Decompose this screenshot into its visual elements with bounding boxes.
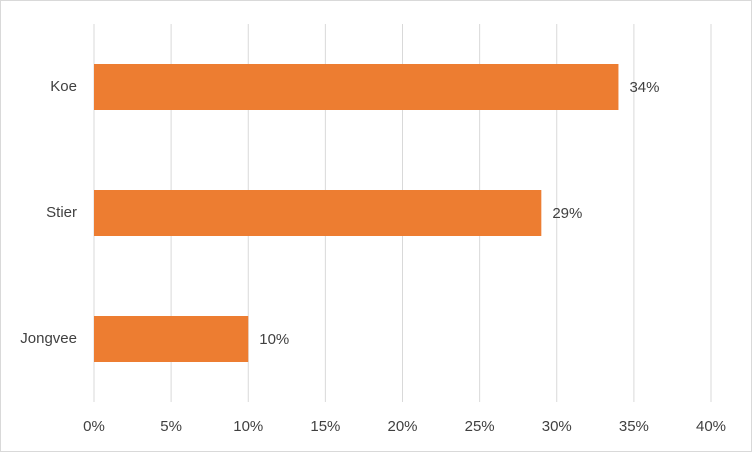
x-tick-label: 0% <box>83 418 105 435</box>
x-tick-label: 35% <box>619 418 649 435</box>
x-tick-label: 25% <box>465 418 495 435</box>
value-label: 29% <box>552 205 582 222</box>
x-tick-label: 5% <box>160 418 182 435</box>
bar <box>94 64 619 110</box>
bar <box>94 190 542 236</box>
x-tick-label: 40% <box>696 418 726 435</box>
x-tick-label: 10% <box>233 418 263 435</box>
y-tick-label: Koe <box>50 78 77 95</box>
x-tick-label: 15% <box>310 418 340 435</box>
x-tick-label: 30% <box>542 418 572 435</box>
x-tick-label: 20% <box>387 418 417 435</box>
y-tick-label: Stier <box>46 204 77 221</box>
value-label: 34% <box>629 79 659 96</box>
bar <box>94 316 249 362</box>
y-tick-label: Jongvee <box>20 330 77 347</box>
value-label: 10% <box>259 331 289 348</box>
